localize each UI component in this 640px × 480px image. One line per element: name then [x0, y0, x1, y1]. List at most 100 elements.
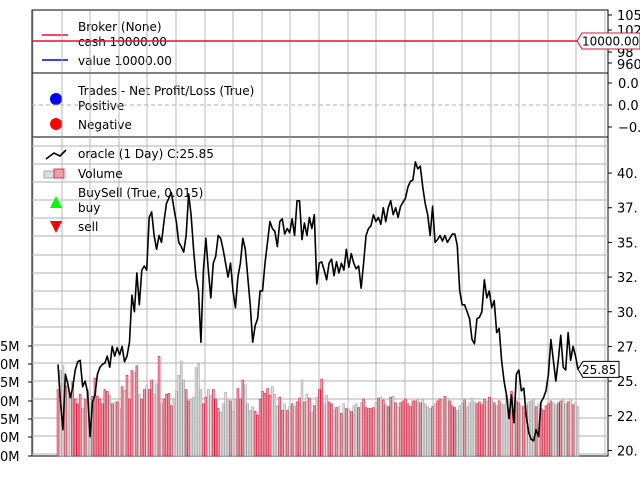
price-ytick: 25. — [617, 375, 638, 390]
volume-bar — [74, 398, 77, 457]
buy-triangle-icon — [50, 196, 62, 208]
volume-bar — [268, 394, 272, 457]
volume-bar — [182, 379, 185, 457]
volume-legend-swatch-icon — [43, 170, 55, 179]
volume-bar — [470, 397, 474, 457]
volume-bar — [451, 405, 454, 457]
price-ytick: 27. — [617, 340, 638, 355]
volume-bar — [133, 372, 136, 457]
volume-bar — [192, 396, 195, 457]
volume-bar — [414, 400, 417, 457]
volume-bar — [216, 408, 220, 457]
volume-bar — [357, 407, 360, 457]
price-ytick: 35. — [617, 236, 638, 251]
volume-bar — [295, 401, 299, 457]
volume-bar — [300, 379, 304, 457]
volume-bar — [510, 391, 513, 457]
volume-bar — [283, 403, 286, 457]
price-legend-swatch-icon — [45, 149, 67, 160]
volume-bar — [76, 403, 79, 457]
negative-marker-icon — [50, 118, 62, 130]
volume-bar — [441, 399, 444, 457]
volume-bar — [431, 406, 434, 457]
volume-bar — [214, 398, 217, 457]
volume-bar — [529, 400, 533, 457]
volume-bar — [115, 401, 119, 457]
broker-panel: Broker (None) cash 10000.00 value 10000.… — [31, 9, 640, 74]
volume-bar — [433, 403, 437, 457]
volume-bar — [229, 400, 232, 457]
volume-bar — [478, 401, 481, 457]
volume-bar — [157, 356, 161, 457]
last-value-tag-text: 25.85 — [582, 363, 616, 377]
trades-panel: Trades - Net Profit/Loss (True) Positive… — [31, 72, 640, 138]
volume-bar — [423, 403, 427, 457]
volume-bar — [236, 388, 240, 457]
volume-bar — [359, 402, 363, 457]
volume-bar — [525, 404, 528, 457]
volume-ytick: 5M — [0, 376, 20, 391]
volume-bar — [93, 377, 97, 457]
volume-bar — [544, 405, 548, 457]
volume-bar — [549, 400, 553, 457]
volume-bar — [483, 398, 486, 457]
volume-bar — [342, 403, 346, 457]
volume-bar — [244, 384, 247, 457]
volume-bar — [532, 398, 535, 457]
volume-bar — [170, 405, 173, 457]
price-panel: 40. 37. 35. 32. 30. 27. 25. 22. 20. 5M 0M 5M 0M 5M 0M… — [0, 136, 638, 465]
volume-bar — [382, 399, 385, 457]
volume-bar — [96, 395, 99, 457]
volume-bar — [419, 402, 422, 457]
volume-bar — [219, 412, 222, 457]
volume-bar — [110, 403, 114, 457]
volume-bar — [152, 394, 156, 457]
volume-bar — [352, 405, 355, 457]
volume-bar — [421, 398, 424, 457]
broker-ytick: 960 — [617, 58, 640, 73]
volume-bar — [335, 407, 338, 457]
volume-bar — [394, 402, 397, 457]
volume-bar — [325, 394, 328, 457]
volume-bar — [123, 390, 126, 457]
volume-bar — [490, 397, 493, 457]
trades-legend-title: Trades - Net Profit/Loss (True) — [77, 84, 254, 98]
broker-legend-title: Broker (None) — [78, 20, 162, 34]
volume-bar — [512, 396, 516, 457]
volume-bar — [204, 396, 208, 457]
volume-bar — [426, 406, 429, 457]
volume-bar — [492, 402, 496, 457]
volume-bar — [253, 411, 257, 457]
volume-bar — [428, 408, 432, 457]
volume-bar — [500, 403, 503, 457]
volume-bar — [475, 403, 479, 457]
volume-bar — [165, 394, 168, 457]
volume-bar — [515, 400, 518, 457]
volume-bar — [416, 399, 420, 457]
volume-bar — [290, 403, 294, 457]
volume-bar — [330, 403, 333, 457]
price-ytick: 37. — [617, 202, 638, 217]
volume-bar — [350, 411, 353, 457]
volume-bar — [258, 398, 262, 457]
price-legend: oracle (1 Day) C:25.85 Volume BuySell (T… — [43, 147, 214, 234]
price-ytick: 40. — [617, 167, 638, 182]
volume-bar — [147, 389, 151, 457]
volume-bar — [554, 404, 558, 457]
volume-bar — [145, 385, 148, 457]
volume-bar — [384, 404, 388, 457]
volume-bar — [473, 401, 476, 457]
volume-bar — [271, 386, 274, 457]
volume-bar — [251, 406, 254, 457]
volume-bar — [106, 391, 109, 457]
volume-bar — [179, 360, 183, 457]
volume-bar — [345, 408, 348, 457]
volume-bar — [364, 407, 368, 457]
volume-bar — [175, 391, 178, 457]
volume-bar — [485, 400, 489, 457]
volume-bar — [113, 402, 116, 457]
volume-bar — [69, 393, 72, 457]
volume-bar — [404, 398, 407, 457]
volume-bar — [318, 389, 321, 457]
